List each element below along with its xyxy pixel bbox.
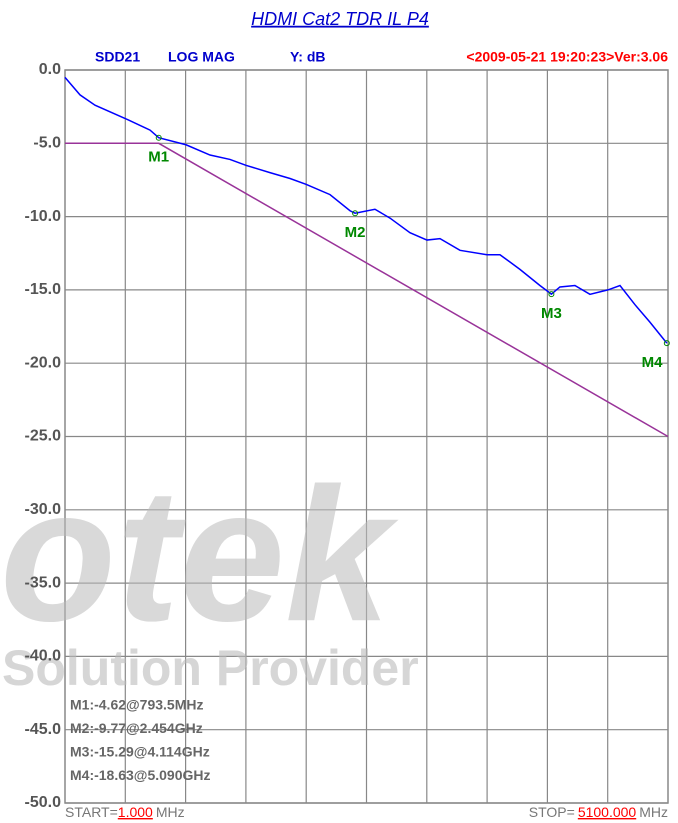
y-tick-label: -25.0: [25, 428, 62, 445]
marker-point: [548, 291, 555, 298]
y-tick-label: -40.0: [25, 648, 62, 665]
marker-readout: M2:-9.77@2.454GHz: [70, 720, 203, 736]
y-tick-label: 0.0: [39, 61, 61, 78]
timestamp: <2009-05-21 19:20:23>Ver:3.06: [466, 49, 668, 65]
stop-unit: MHz: [639, 804, 668, 820]
marker-point: [352, 210, 359, 217]
y-tick-label: -30.0: [25, 501, 62, 518]
trace-name: SDD21: [95, 49, 140, 65]
watermark: otek Solution Provider: [0, 449, 419, 696]
series-line: [65, 142, 669, 438]
y-unit: Y: dB: [290, 49, 326, 65]
format: LOG MAG: [168, 49, 235, 65]
y-tick-label: -50.0: [25, 794, 62, 811]
start-label: START=1.000 MHz: [65, 804, 185, 820]
watermark-tagline: Solution Provider: [2, 640, 419, 696]
marker-name: M3: [541, 305, 562, 322]
y-tick-label: -45.0: [25, 721, 62, 738]
start-prefix: START=: [65, 804, 118, 820]
y-tick-label: -5.0: [33, 135, 61, 152]
marker-name: M1: [148, 149, 169, 166]
marker-readout: M1:-4.62@793.5MHz: [70, 697, 203, 713]
marker-point: [155, 134, 162, 141]
start-unit: MHz: [156, 804, 185, 820]
stop-prefix: STOP=: [529, 804, 575, 820]
stop-label: STOP= 5100.000 MHz: [529, 804, 668, 820]
y-tick-label: -15.0: [25, 281, 62, 298]
watermark-brand: otek: [0, 449, 399, 661]
y-tick-label: -35.0: [25, 574, 62, 591]
chart-title: HDMI Cat2 TDR IL P4: [251, 9, 429, 29]
marker-name: M2: [345, 224, 366, 241]
marker-readout: M3:-15.29@4.114GHz: [70, 744, 210, 760]
stop-value: 5100.000: [578, 804, 637, 820]
marker-point: [663, 340, 670, 347]
y-tick-label: -20.0: [25, 354, 62, 371]
marker-name: M4: [642, 354, 663, 371]
marker-readout: M4:-18.63@5.090GHz: [70, 767, 211, 783]
start-value: 1.000: [118, 804, 153, 820]
y-tick-label: -10.0: [25, 208, 62, 225]
series-line: [64, 76, 668, 344]
